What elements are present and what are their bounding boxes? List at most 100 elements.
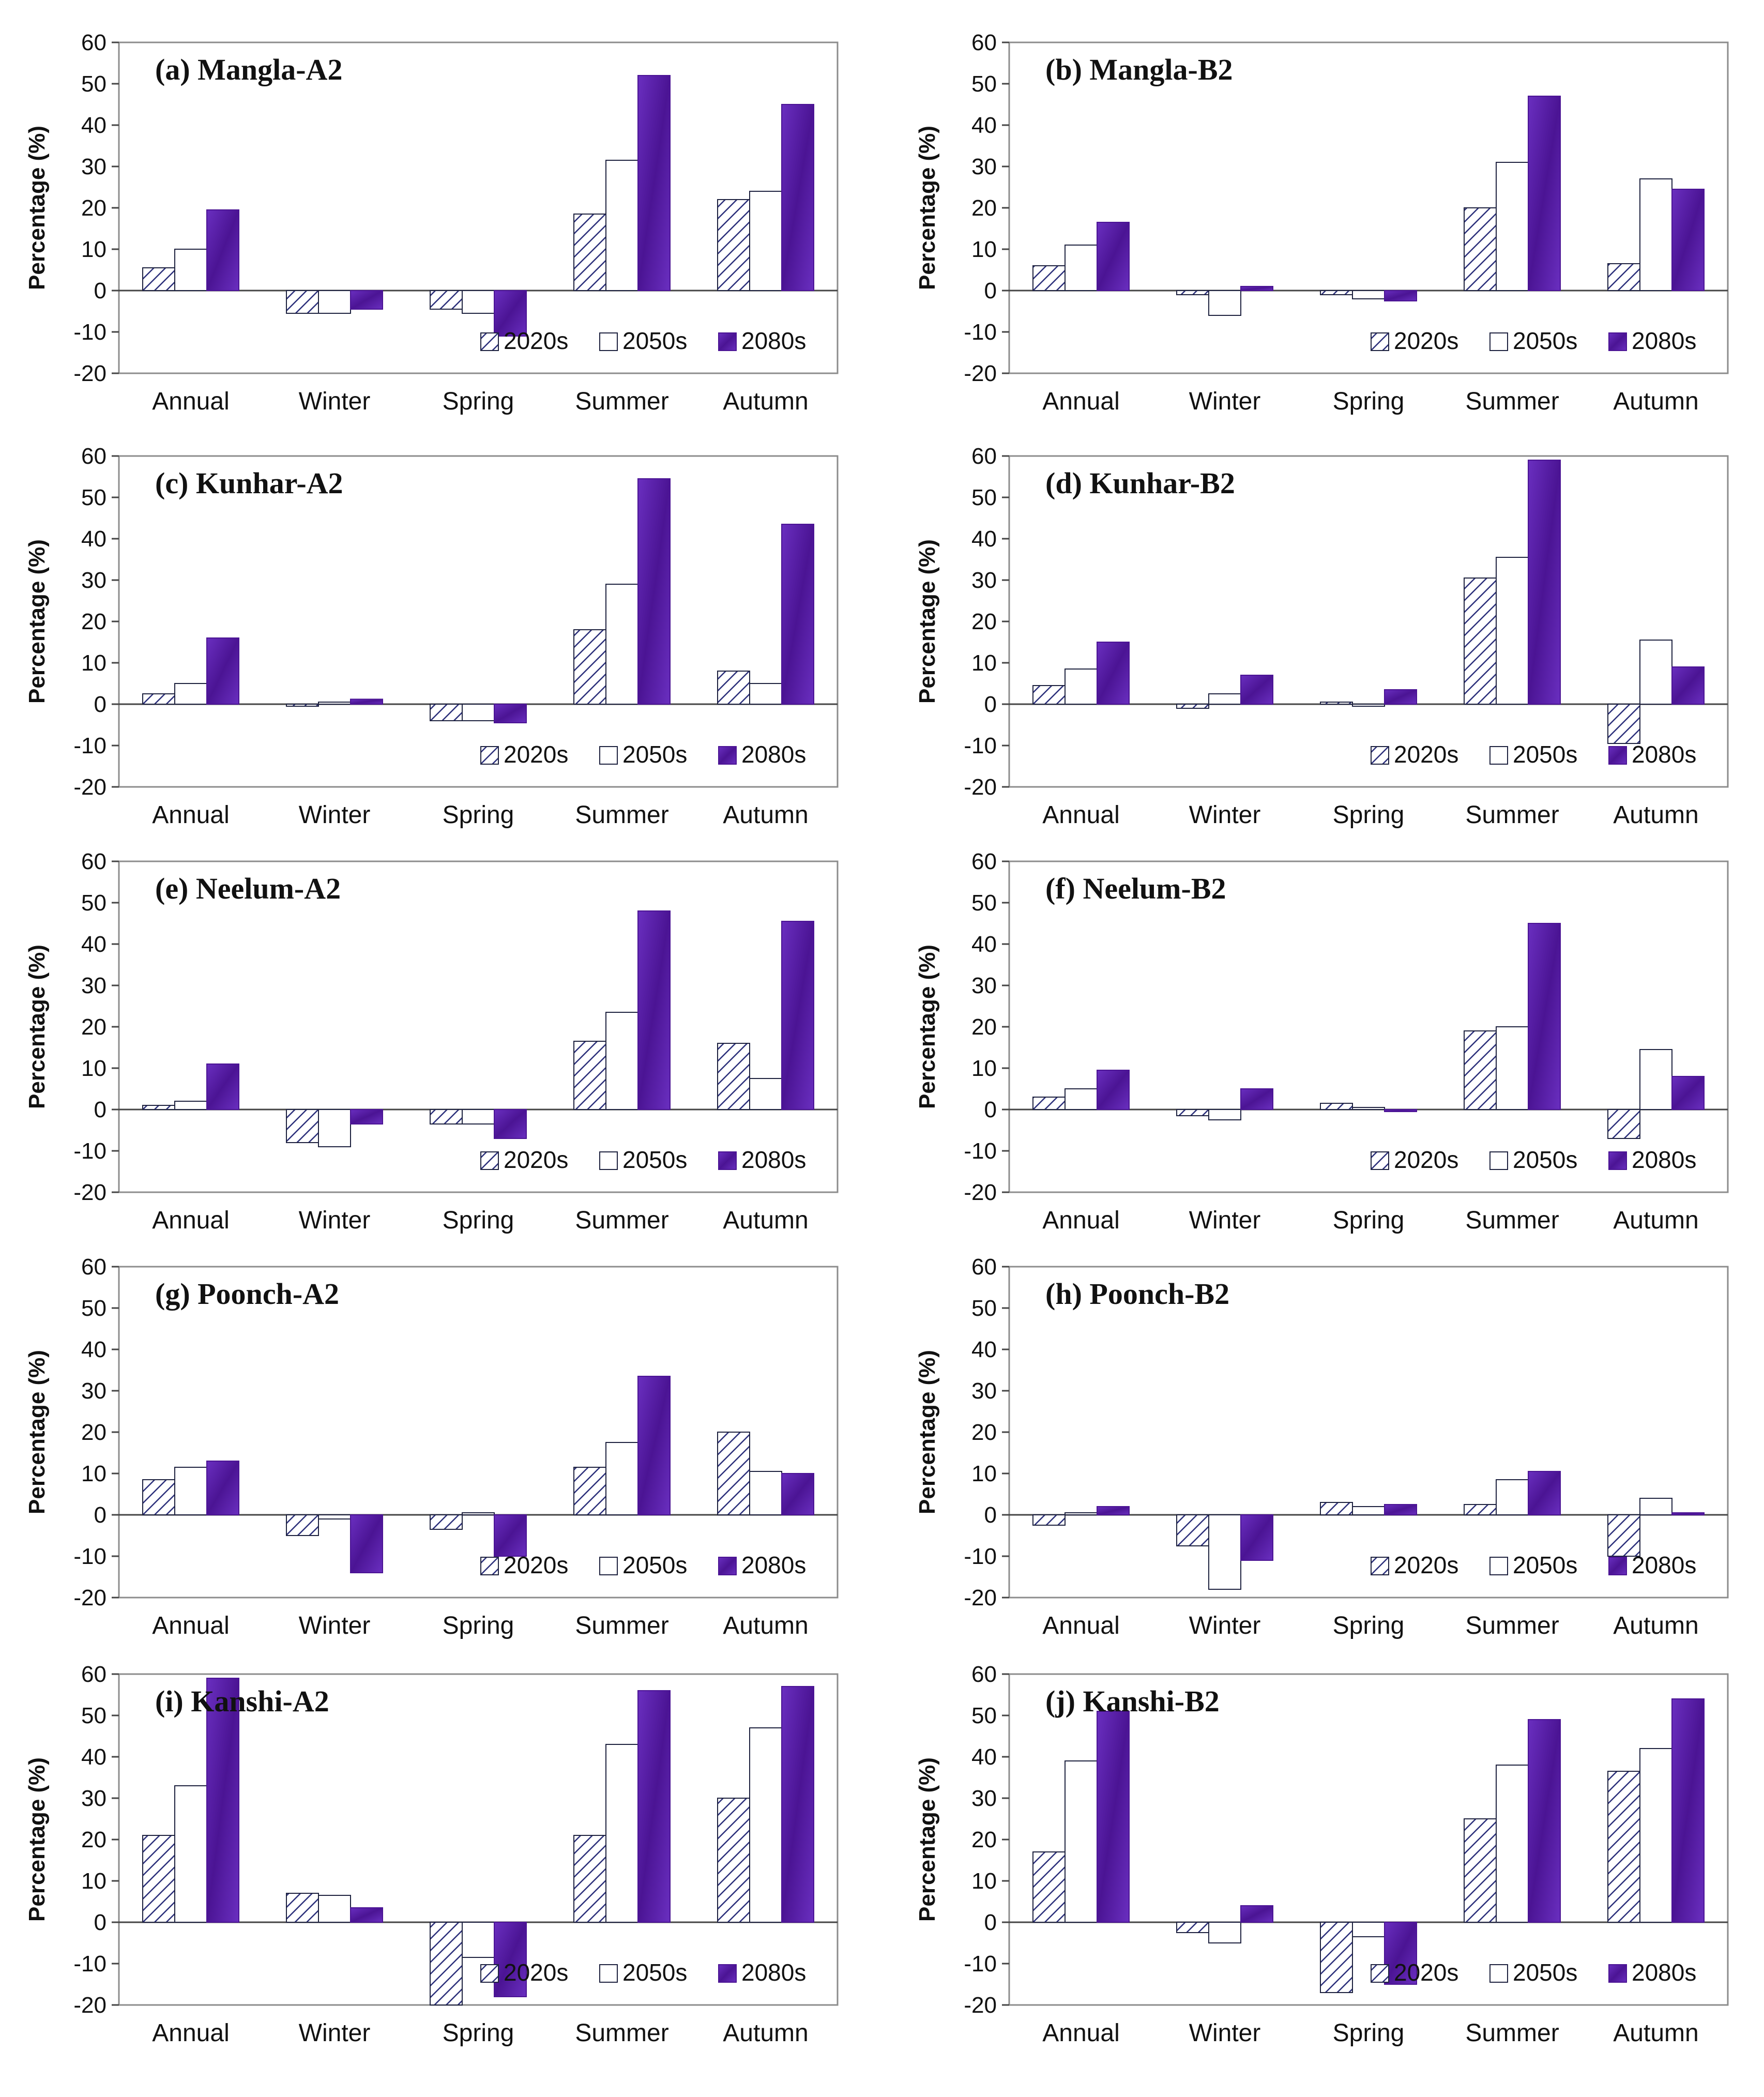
x-category-label: Summer bbox=[1465, 2019, 1559, 2047]
y-tick-label: 60 bbox=[971, 444, 997, 469]
bar-2020s-summer bbox=[1464, 207, 1497, 291]
legend-swatch-2020s bbox=[480, 1557, 499, 1575]
y-tick-label: 20 bbox=[971, 609, 997, 634]
x-category-label: Winter bbox=[299, 388, 371, 415]
x-category-label: Autumn bbox=[1613, 801, 1698, 829]
bar-2020s-summer bbox=[573, 1835, 606, 1923]
y-tick-label: 60 bbox=[971, 1662, 997, 1687]
bar-2080s-winter bbox=[1240, 286, 1273, 291]
bar-2080s-summer bbox=[1528, 1471, 1561, 1515]
bar-2080s-spring bbox=[494, 1922, 527, 1997]
y-tick-label: 50 bbox=[971, 485, 997, 510]
chart-svg: 60 50 40 30 20 10 0 -10 -20 Percentage (%) Annual W… bbox=[24, 849, 839, 1234]
bar-2020s-summer bbox=[573, 1041, 606, 1110]
legend-swatch-2080s bbox=[1608, 1557, 1627, 1575]
y-tick-label: 30 bbox=[971, 568, 997, 593]
y-tick-label: -20 bbox=[73, 1993, 107, 2018]
bar-2080s-winter bbox=[350, 1514, 383, 1573]
x-category-label: Summer bbox=[1465, 1612, 1559, 1639]
bar-2020s-spring bbox=[430, 704, 463, 721]
bar-2020s-summer bbox=[573, 1467, 606, 1515]
legend: 2020s 2050s 2080s bbox=[480, 1552, 806, 1578]
bar-2050s-summer bbox=[605, 584, 638, 705]
bar-2020s-annual bbox=[1032, 685, 1066, 705]
legend: 2020s 2050s 2080s bbox=[480, 327, 806, 354]
bar-2050s-autumn bbox=[749, 191, 782, 291]
y-tick-label: -20 bbox=[964, 361, 997, 386]
x-category-label: Winter bbox=[299, 801, 371, 829]
bar-2050s-summer bbox=[605, 1012, 638, 1110]
bar-2080s-autumn bbox=[1671, 666, 1705, 705]
legend: 2020s 2050s 2080s bbox=[1371, 327, 1696, 354]
bar-2050s-summer bbox=[1496, 1026, 1529, 1110]
bar-2050s-winter bbox=[1208, 290, 1241, 316]
y-tick-label: 60 bbox=[971, 1254, 997, 1280]
bar-2020s-annual bbox=[142, 693, 175, 705]
legend-label-2080s: 2080s bbox=[741, 327, 806, 354]
x-category-label: Spring bbox=[1333, 801, 1405, 829]
y-tick-label: -10 bbox=[73, 1138, 107, 1164]
legend-swatch-2020s bbox=[480, 746, 499, 765]
x-category-label: Spring bbox=[443, 388, 514, 415]
bar-2080s-autumn bbox=[781, 921, 814, 1110]
bar-2020s-summer bbox=[1464, 1504, 1497, 1515]
legend: 2020s 2050s 2080s bbox=[1371, 1959, 1696, 1986]
y-tick-label: 40 bbox=[971, 1337, 997, 1362]
bar-2020s-summer bbox=[573, 214, 606, 291]
bar-2020s-autumn bbox=[1607, 704, 1640, 744]
bar-2020s-spring bbox=[1320, 290, 1353, 295]
legend-swatch-2020s bbox=[1371, 1151, 1389, 1170]
y-axis-label: Percentage (%) bbox=[24, 1350, 50, 1514]
bar-2080s-winter bbox=[1240, 1905, 1273, 1923]
legend-label-2020s: 2020s bbox=[504, 327, 568, 354]
y-tick-label: 50 bbox=[81, 485, 107, 510]
bar-2050s-autumn bbox=[1639, 1049, 1672, 1110]
bar-2050s-annual bbox=[1065, 1512, 1098, 1515]
y-tick-label: 40 bbox=[81, 113, 107, 138]
bar-2080s-winter bbox=[1240, 675, 1273, 705]
bar-2080s-spring bbox=[1384, 1504, 1417, 1515]
y-tick-label: 10 bbox=[81, 650, 107, 676]
y-tick-label: -10 bbox=[964, 1951, 997, 1977]
bar-2050s-winter bbox=[1208, 1109, 1241, 1120]
bar-2050s-autumn bbox=[749, 1727, 782, 1923]
legend: 2020s 2050s 2080s bbox=[1371, 1146, 1696, 1173]
bar-2080s-autumn bbox=[781, 1473, 814, 1515]
bar-2080s-summer bbox=[637, 75, 671, 291]
legend-swatch-2050s bbox=[1489, 332, 1508, 351]
bar-2020s-annual bbox=[142, 1105, 175, 1110]
y-tick-label: 20 bbox=[81, 1420, 107, 1445]
bar-2020s-spring bbox=[1320, 702, 1353, 705]
bar-2020s-summer bbox=[573, 629, 606, 705]
x-category-label: Spring bbox=[1333, 388, 1405, 415]
y-tick-label: 0 bbox=[94, 1502, 107, 1528]
bar-2020s-winter bbox=[1176, 290, 1209, 295]
y-axis-label: Percentage (%) bbox=[915, 1757, 940, 1922]
x-category-label: Winter bbox=[299, 1207, 371, 1234]
bar-2020s-autumn bbox=[1607, 1771, 1640, 1923]
legend-swatch-2050s bbox=[1489, 746, 1508, 765]
bar-2020s-winter bbox=[286, 704, 319, 707]
bar-2050s-autumn bbox=[749, 683, 782, 705]
legend-swatch-2020s bbox=[480, 1964, 499, 1983]
x-category-label: Summer bbox=[1465, 388, 1559, 415]
legend-swatch-2020s bbox=[1371, 1557, 1389, 1575]
x-category-label: Annual bbox=[152, 1207, 229, 1234]
x-category-label: Spring bbox=[1333, 2019, 1405, 2047]
y-tick-label: 20 bbox=[971, 195, 997, 221]
legend-swatch-2080s bbox=[1608, 1151, 1627, 1170]
x-category-label: Annual bbox=[152, 2019, 229, 2047]
legend-label-2080s: 2080s bbox=[741, 1146, 806, 1173]
bar-2050s-spring bbox=[462, 1922, 495, 1958]
bar-2080s-summer bbox=[637, 1376, 671, 1515]
y-tick-label: 10 bbox=[81, 1056, 107, 1081]
chart-svg: 60 50 40 30 20 10 0 -10 -20 Percentage (%) Annual W… bbox=[915, 849, 1729, 1234]
chart-panel-9: 60 50 40 30 20 10 0 -10 -20 Percentage (%) Annual W… bbox=[890, 1643, 1738, 2052]
bar-2020s-winter bbox=[1176, 704, 1209, 709]
plot-frame bbox=[118, 860, 839, 1193]
chart-svg: 60 50 40 30 20 10 0 -10 -20 Percentage (%) Annual W… bbox=[915, 1662, 1729, 2047]
chart-svg: 60 50 40 30 20 10 0 -10 -20 Percentage (%) Annual W… bbox=[24, 30, 839, 415]
bar-2050s-annual bbox=[1065, 245, 1098, 291]
y-tick-label: 40 bbox=[971, 113, 997, 138]
bar-2080s-autumn bbox=[1671, 1698, 1705, 1923]
